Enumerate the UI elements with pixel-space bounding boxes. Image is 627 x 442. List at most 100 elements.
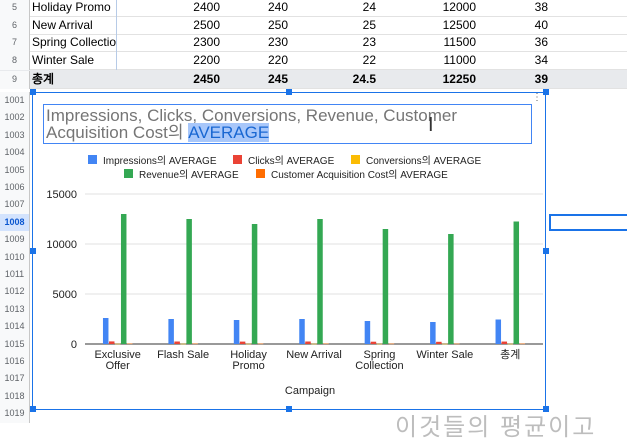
y-tick-label: 0: [71, 339, 77, 351]
row-header[interactable]: 8: [0, 52, 30, 70]
cell-revenue[interactable]: 12250: [442, 72, 476, 86]
row-header[interactable]: 1011: [0, 266, 30, 284]
resize-handle-bottom[interactable]: [286, 406, 292, 412]
cell-campaign[interactable]: Holiday Promo: [32, 0, 111, 14]
spreadsheet-grid: 5 Holiday Promo 2400 240 24 12000 38 6 New Arriv…: [0, 0, 627, 423]
row-header[interactable]: 9: [0, 71, 30, 89]
total-row[interactable]: [0, 70, 627, 88]
cell-impressions[interactable]: 2400: [193, 0, 220, 14]
row-header[interactable]: 6: [0, 16, 30, 35]
cell-revenue[interactable]: 12000: [442, 0, 476, 14]
chart-title-editor[interactable]: Impressions, Clicks, Conversions, Revenu…: [43, 104, 532, 144]
cell-conversions[interactable]: 22: [362, 53, 376, 68]
bar: [245, 343, 252, 345]
selected-cell[interactable]: [549, 214, 627, 231]
resize-handle-right[interactable]: [543, 248, 549, 254]
y-tick-label: 15000: [46, 189, 77, 201]
row-header[interactable]: 1002: [0, 109, 30, 127]
cell-cac[interactable]: 36: [534, 35, 548, 50]
cell-campaign[interactable]: New Arrival: [32, 17, 93, 32]
row-header[interactable]: 1012: [0, 283, 30, 301]
cell-cac[interactable]: 39: [534, 72, 548, 86]
row-header[interactable]: 1006: [0, 179, 30, 197]
row-header[interactable]: 1001: [0, 92, 30, 110]
cell-cac[interactable]: 40: [534, 17, 548, 32]
cell-clicks[interactable]: 230: [267, 35, 288, 50]
legend-label: Impressions의 AVERAGE: [103, 156, 217, 167]
cell-impressions[interactable]: 2300: [193, 35, 220, 50]
resize-handle-top-left[interactable]: [30, 89, 36, 95]
cell-conversions[interactable]: 24: [362, 0, 376, 14]
row-header[interactable]: 1013: [0, 300, 30, 319]
row-header[interactable]: 1003: [0, 126, 30, 145]
cell-revenue[interactable]: 11500: [443, 35, 476, 50]
resize-handle-bottom-left[interactable]: [30, 406, 36, 412]
text-cursor-icon: I: [428, 114, 434, 136]
cell-conversions[interactable]: 23: [362, 35, 376, 50]
cell-impressions[interactable]: 2500: [193, 17, 220, 32]
legend-item[interactable]: Impressions의 AVERAGE: [88, 152, 217, 167]
cell-campaign[interactable]: 총계: [32, 72, 55, 86]
bar: [239, 341, 246, 344]
row-header[interactable]: 1008: [0, 213, 30, 232]
cell-campaign[interactable]: Winter Sale: [32, 53, 95, 68]
bar: [448, 234, 454, 344]
row-header[interactable]: 1018: [0, 387, 30, 406]
x-tick-label: Flash Sale: [157, 349, 209, 361]
legend-swatch: [233, 155, 242, 164]
row-header[interactable]: 1014: [0, 318, 30, 336]
cell-impressions[interactable]: 2450: [193, 72, 220, 86]
chart-title[interactable]: Impressions, Clicks, Conversions, Revenu…: [46, 107, 526, 142]
bar: [317, 219, 323, 344]
cell-conversions[interactable]: 24.5: [352, 72, 376, 86]
legend-item[interactable]: Clicks의 AVERAGE: [233, 152, 334, 167]
legend-label: Revenue의 AVERAGE: [139, 170, 239, 181]
x-tick-label: Exclusive: [94, 349, 140, 361]
row-header[interactable]: 1004: [0, 144, 30, 162]
bar: [311, 343, 317, 345]
row-header[interactable]: 1009: [0, 231, 30, 249]
resize-handle-top[interactable]: [286, 89, 292, 95]
x-tick-label: Promo: [232, 360, 264, 372]
bar: [108, 341, 115, 344]
cell-revenue[interactable]: 11000: [443, 53, 476, 68]
cell-impressions[interactable]: 2200: [193, 53, 220, 68]
subtitle-overlay: 이것들의 평균이고: [395, 414, 597, 441]
row-header[interactable]: 1015: [0, 335, 30, 353]
row-header[interactable]: 5: [0, 0, 30, 17]
bar: [519, 343, 526, 345]
bar: [305, 341, 311, 344]
bar: [233, 320, 240, 344]
row-header[interactable]: 1016: [0, 353, 30, 371]
legend-swatch: [124, 169, 133, 178]
bar: [507, 343, 514, 345]
cell-clicks[interactable]: 250: [267, 17, 288, 32]
resize-handle-left[interactable]: [30, 248, 36, 254]
cell-cac[interactable]: 34: [534, 53, 548, 68]
legend-item[interactable]: Conversions의 AVERAGE: [351, 152, 481, 167]
cell-clicks[interactable]: 245: [267, 72, 288, 86]
resize-handle-top-right[interactable]: [543, 89, 549, 95]
row-header[interactable]: 1017: [0, 370, 30, 388]
row-header[interactable]: 1005: [0, 161, 30, 179]
legend-item[interactable]: Customer Acquisition Cost의 AVERAGE: [256, 166, 448, 181]
row-header[interactable]: 7: [0, 34, 30, 52]
row-header[interactable]: 1019: [0, 405, 30, 423]
cell-cac[interactable]: 38: [534, 0, 548, 14]
resize-handle-bottom-right[interactable]: [543, 406, 549, 412]
bar: [192, 343, 198, 345]
chart[interactable]: Impressions, Clicks, Conversions, Revenu…: [32, 92, 546, 410]
legend-item[interactable]: Revenue의 AVERAGE: [124, 166, 239, 181]
row-header[interactable]: 1007: [0, 196, 30, 214]
row-header[interactable]: 1010: [0, 248, 30, 266]
cell-conversions[interactable]: 25: [362, 17, 376, 32]
chart-menu-icon[interactable]: ⋮: [532, 92, 542, 103]
bar: [442, 343, 448, 345]
cell-clicks[interactable]: 240: [267, 0, 288, 14]
cell-revenue[interactable]: 12500: [442, 17, 476, 32]
bar: [174, 341, 180, 344]
cell-clicks[interactable]: 220: [267, 53, 288, 68]
bar: [513, 221, 520, 344]
cell-campaign[interactable]: Spring Collection: [32, 35, 116, 50]
